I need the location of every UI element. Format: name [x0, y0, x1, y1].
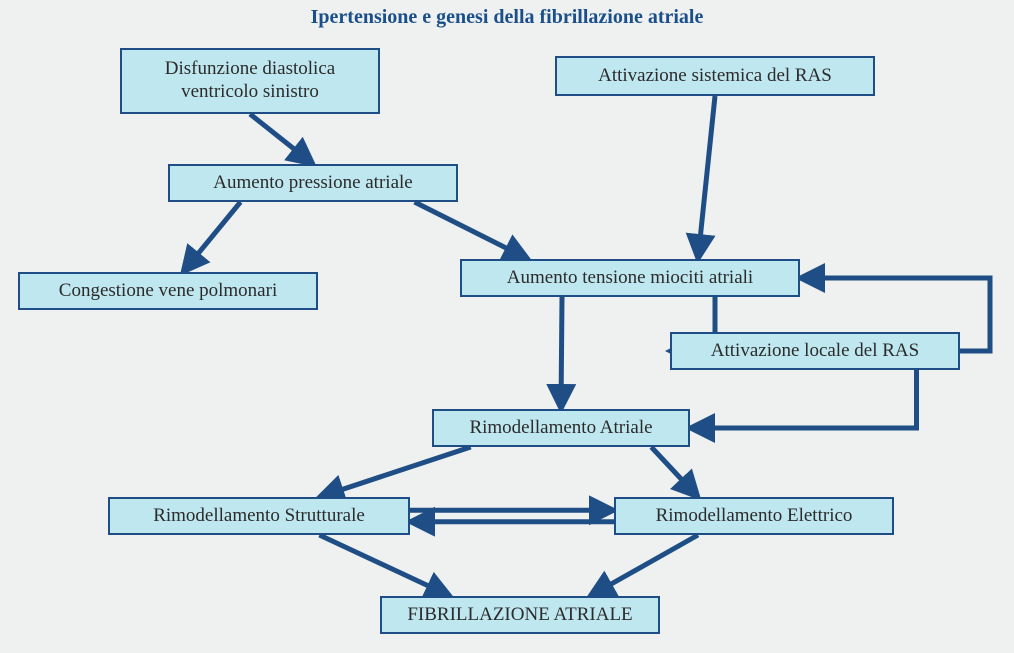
node-n8: Rimodellamento Strutturale: [108, 497, 410, 535]
edge-n1-to-n3: [250, 114, 313, 164]
edge-n8-to-n10: [319, 535, 450, 596]
edge-n7-to-n9: [651, 447, 698, 497]
edge-n6-to-n7: [690, 370, 917, 428]
node-n10: FIBRILLAZIONE ATRIALE: [380, 596, 660, 634]
edge-n3-to-n5: [415, 202, 529, 259]
diagram-title: Ipertensione e genesi della fibrillazion…: [0, 6, 1014, 29]
edge-n9-to-n10: [590, 535, 698, 596]
node-n6: Attivazione locale del RAS: [670, 332, 960, 370]
node-n2: Attivazione sistemica del RAS: [555, 56, 875, 96]
edge-n3-to-n4: [183, 202, 241, 272]
edge-n7-to-n8: [319, 447, 470, 497]
node-n9: Rimodellamento Elettrico: [614, 497, 894, 535]
node-n3: Aumento pressione atriale: [168, 164, 458, 202]
node-n7: Rimodellamento Atriale: [432, 409, 690, 447]
flowchart-canvas: Ipertensione e genesi della fibrillazion…: [0, 0, 1014, 653]
edge-n5-to-n7: [561, 297, 562, 409]
node-n1: Disfunzione diastolicaventricolo sinistr…: [120, 48, 380, 114]
node-n4: Congestione vene polmonari: [18, 272, 318, 310]
edge-n2-to-n5: [698, 96, 715, 259]
node-n5: Aumento tensione miociti atriali: [460, 259, 800, 297]
